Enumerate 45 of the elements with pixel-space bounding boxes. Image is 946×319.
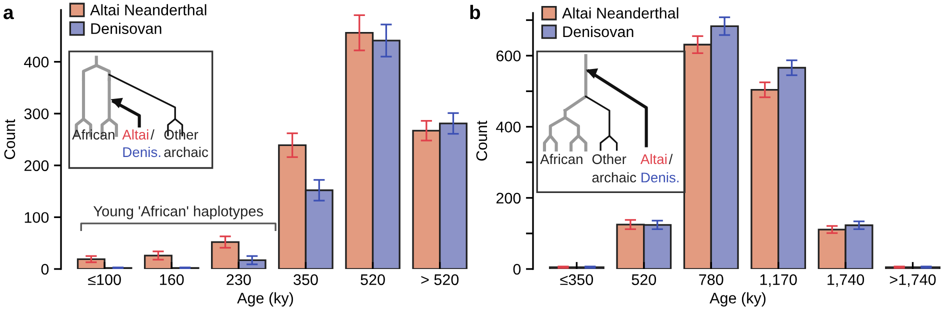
x-axis-title: Age (ky) (237, 292, 293, 307)
x-tick-label: 520 (360, 274, 385, 286)
annotation: archaic (592, 172, 636, 182)
y-axis-title: Count (4, 119, 16, 160)
y-tick-label: 0 (41, 264, 49, 275)
y-tick-label: 200 (24, 160, 49, 172)
x-tick-label: > 520 (421, 274, 459, 286)
annotation: Young 'African' haplotypes (93, 206, 264, 220)
annotation: archaic (164, 146, 208, 158)
y-tick-label: 0 (513, 264, 521, 275)
x-tick-label: 1,740 (828, 274, 864, 287)
y-tick-label: 400 (24, 56, 49, 68)
bar (76, 258, 106, 269)
x-tick-label: 780 (699, 274, 724, 286)
y-tick-label: 400 (496, 122, 521, 132)
y-tick-label: 200 (496, 192, 521, 204)
annotation: Denis. (642, 172, 679, 182)
y-axis-title: Count (476, 120, 488, 161)
annotation: / (668, 154, 673, 164)
legend-label: Denisovan (91, 22, 162, 34)
y-tick-label: 100 (24, 212, 49, 223)
x-tick-label: 1,170 (760, 274, 797, 287)
chart-title: b (470, 4, 480, 20)
annotation: Altai (640, 154, 667, 164)
x-tick-label: ≤100 (88, 274, 121, 286)
legend-label: Altai Neanderthal (90, 4, 206, 16)
annotation: Other (164, 129, 198, 140)
annotation: African (540, 154, 582, 164)
chart-title: a (4, 8, 14, 20)
legend-label: Altai Neanderthal (562, 7, 678, 19)
x-tick-label: 230 (226, 274, 251, 286)
x-axis-title: Age (ky) (710, 292, 766, 307)
x-tick-label: 520 (632, 274, 656, 286)
y-tick-label: 300 (24, 108, 49, 120)
annotation: Altai (122, 129, 148, 140)
y-tick-label: 600 (496, 50, 521, 62)
x-tick-label: >1,740 (890, 274, 936, 287)
annotation: Denis. (123, 146, 160, 158)
x-tick-label: 350 (294, 274, 318, 286)
annotation: Other (592, 154, 626, 164)
annotation: / (150, 129, 154, 140)
legend-label: Denisovan (563, 26, 634, 38)
annotation: African (72, 129, 114, 140)
x-tick-label: ≤350 (560, 274, 594, 286)
x-tick-label: 160 (160, 274, 184, 286)
